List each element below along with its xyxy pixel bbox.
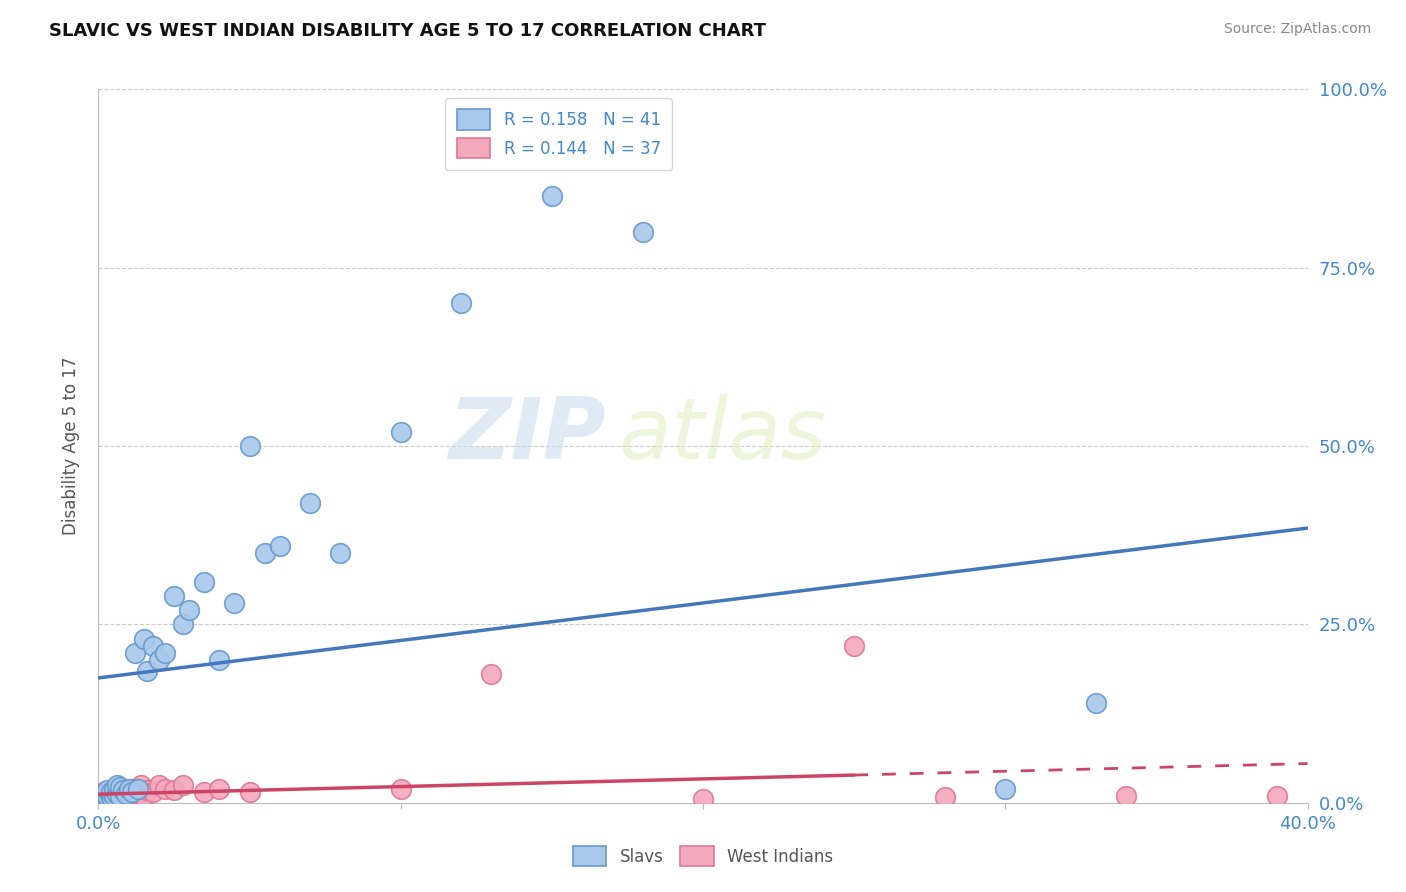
Point [111, 783, 134, 797]
Legend: Slavs, West Indians: Slavs, West Indians [567, 839, 839, 873]
Point [389, 781, 412, 796]
Point [450, 296, 472, 310]
Point [103, 790, 125, 805]
Point [135, 783, 157, 797]
Point [103, 785, 125, 799]
Point [994, 781, 1017, 796]
Point [193, 785, 215, 799]
Point [132, 789, 155, 803]
Point [118, 781, 141, 796]
Point [127, 781, 149, 796]
Point [239, 785, 262, 799]
Point [96, 783, 118, 797]
Point [135, 664, 157, 678]
Point [121, 785, 143, 799]
Point [108, 780, 131, 794]
Point [121, 785, 143, 799]
Point [100, 789, 122, 803]
Point [1085, 696, 1108, 710]
Point [127, 787, 149, 801]
Point [93, 787, 115, 801]
Point [142, 785, 165, 799]
Point [172, 778, 194, 792]
Point [108, 787, 131, 801]
Point [172, 617, 194, 632]
Point [142, 639, 165, 653]
Point [208, 653, 231, 667]
Point [481, 667, 503, 681]
Point [118, 787, 141, 801]
Point [1115, 789, 1137, 803]
Point [90, 790, 112, 805]
Point [934, 790, 956, 805]
Point [111, 790, 134, 805]
Point [96, 789, 118, 803]
Point [193, 574, 215, 589]
Point [93, 789, 115, 803]
Point [239, 439, 262, 453]
Point [179, 603, 201, 617]
Point [1267, 789, 1289, 803]
Point [163, 783, 186, 797]
Point [96, 787, 118, 801]
Point [103, 781, 125, 796]
Point [253, 546, 276, 560]
Point [132, 632, 155, 646]
Point [224, 596, 246, 610]
Point [208, 781, 231, 796]
Point [540, 189, 562, 203]
Point [114, 789, 136, 803]
Point [105, 787, 128, 801]
Point [100, 790, 122, 805]
Point [692, 792, 714, 806]
Text: SLAVIC VS WEST INDIAN DISABILITY AGE 5 TO 17 CORRELATION CHART: SLAVIC VS WEST INDIAN DISABILITY AGE 5 T… [49, 22, 766, 40]
Y-axis label: Disability Age 5 to 17: Disability Age 5 to 17 [62, 357, 80, 535]
Point [389, 425, 412, 439]
Point [124, 781, 146, 796]
Point [153, 646, 176, 660]
Point [269, 539, 291, 553]
Text: atlas: atlas [619, 393, 827, 477]
Point [108, 790, 131, 805]
Point [100, 785, 122, 799]
Text: ZIP: ZIP [449, 393, 606, 477]
Point [329, 546, 352, 560]
Point [111, 783, 134, 797]
Point [844, 639, 866, 653]
Point [103, 789, 125, 803]
Text: Source: ZipAtlas.com: Source: ZipAtlas.com [1223, 22, 1371, 37]
Point [90, 792, 112, 806]
Point [631, 225, 654, 239]
Point [299, 496, 322, 510]
Point [118, 783, 141, 797]
Point [105, 789, 128, 803]
Point [153, 781, 176, 796]
Point [148, 778, 170, 792]
Point [148, 653, 170, 667]
Point [105, 778, 128, 792]
Point [93, 790, 115, 805]
Point [114, 787, 136, 801]
Point [163, 589, 186, 603]
Point [96, 790, 118, 805]
Point [105, 781, 128, 796]
Point [124, 646, 146, 660]
Point [129, 778, 152, 792]
Point [93, 785, 115, 799]
